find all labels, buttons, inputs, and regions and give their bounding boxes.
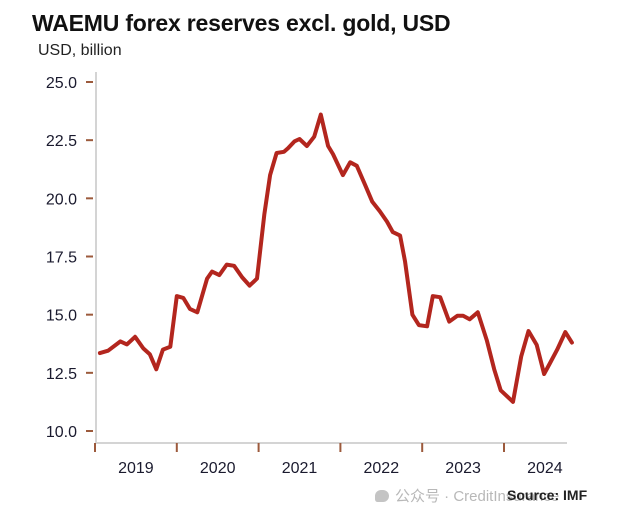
y-tick-label: 15.0 <box>46 308 77 325</box>
wechat-icon <box>375 490 389 502</box>
y-ticks: 25.0 22.5 20.0 17.5 15.0 12.5 10.0 <box>46 75 93 441</box>
x-tick-label: 2024 <box>527 460 563 477</box>
y-tick-label: 17.5 <box>46 250 77 267</box>
chart-subtitle: USD, billion <box>38 42 122 59</box>
x-tick-label: 2020 <box>200 460 236 477</box>
y-tick-label: 20.0 <box>46 191 77 208</box>
y-tick-label: 10.0 <box>46 424 77 441</box>
x-ticks: 2019 2020 2021 2022 2023 2024 <box>94 443 563 477</box>
y-tick-label: 25.0 <box>46 75 77 92</box>
series-group <box>97 112 574 404</box>
x-tick-label: 2023 <box>445 460 481 477</box>
y-tick-label: 12.5 <box>46 366 77 383</box>
watermark: 公众号 · CreditInsurance <box>375 485 559 506</box>
chart-title: WAEMU forex reserves excl. gold, USD <box>32 10 451 36</box>
x-tick-label: 2022 <box>364 460 400 477</box>
series-line-forex-reserves <box>97 112 574 404</box>
x-tick-label: 2021 <box>282 460 318 477</box>
watermark-text: 公众号 · CreditInsurance <box>395 488 560 505</box>
y-tick-label: 22.5 <box>46 133 77 150</box>
x-tick-label: 2019 <box>118 460 154 477</box>
source-label: Source: IMF <box>507 487 588 503</box>
